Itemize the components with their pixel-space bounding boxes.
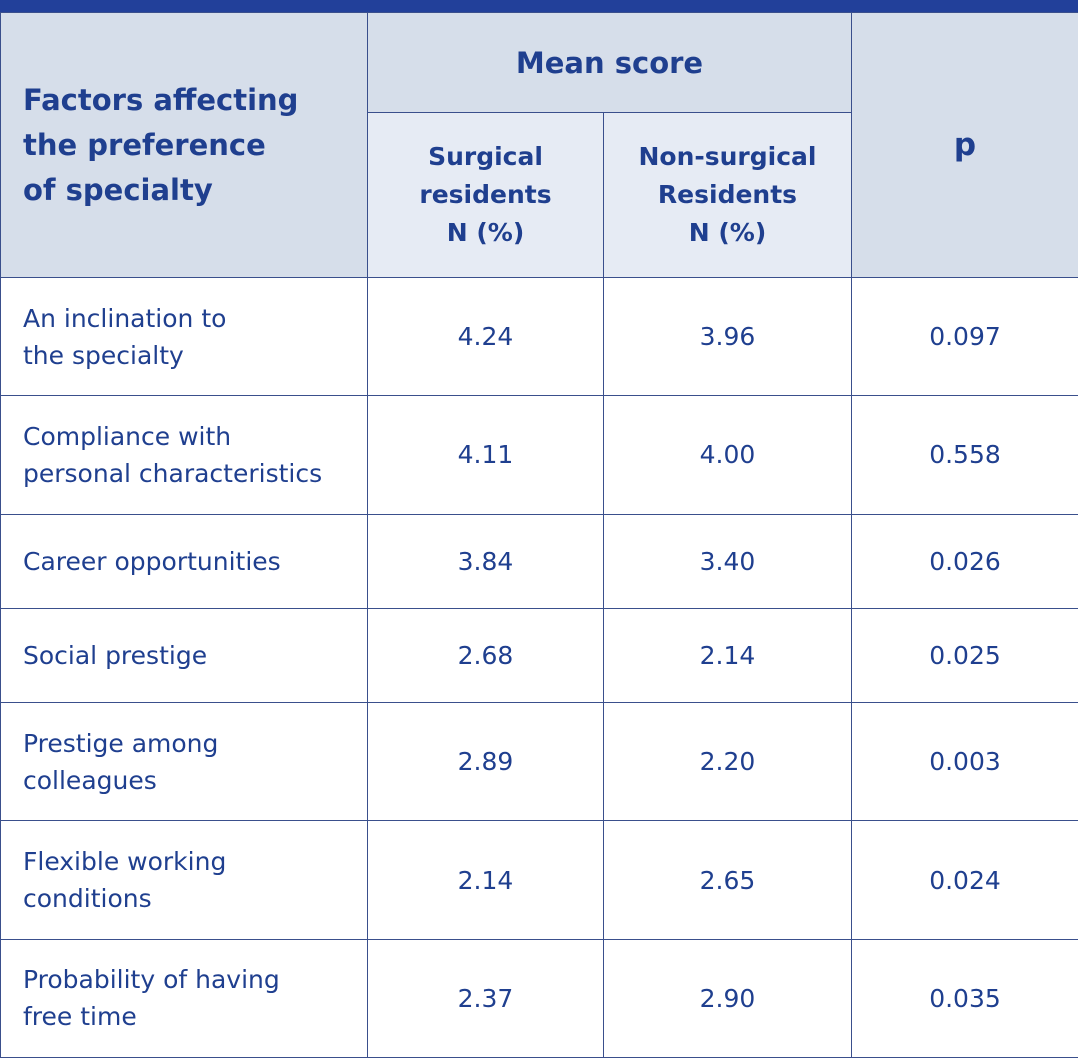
row-surgical: 2.37 [367, 938, 604, 1059]
header-p: p [851, 12, 1078, 278]
row-p: 0.003 [851, 702, 1078, 822]
row-surgical: 3.84 [367, 513, 604, 609]
row-factor: Probability of having free time [0, 938, 368, 1059]
table-row: Prestige among colleagues 2.89 2.20 0.00… [0, 702, 1078, 822]
row-nonsurgical: 2.90 [603, 938, 852, 1059]
table-body: An inclination to the specialty 4.24 3.9… [0, 276, 1078, 1059]
header-nonsurgical: Non-surgical Residents N (%) [603, 112, 852, 278]
row-factor: Flexible working conditions [0, 820, 368, 940]
table-row: Probability of having free time 2.37 2.9… [0, 938, 1078, 1059]
header-mean-score: Mean score [367, 12, 852, 113]
row-factor: Compliance with personal characteristics [0, 395, 368, 515]
row-nonsurgical: 4.00 [603, 395, 852, 515]
row-nonsurgical: 3.96 [603, 276, 852, 397]
top-accent-bar [0, 0, 1078, 12]
row-surgical: 2.89 [367, 702, 604, 822]
row-p: 0.024 [851, 820, 1078, 940]
row-surgical: 2.68 [367, 607, 604, 704]
row-factor: An inclination to the specialty [0, 276, 368, 397]
table-row: Social prestige 2.68 2.14 0.025 [0, 607, 1078, 704]
table-header: Factors affecting the preference of spec… [0, 12, 1078, 278]
row-p: 0.026 [851, 513, 1078, 609]
table-row: Flexible working conditions 2.14 2.65 0.… [0, 820, 1078, 940]
row-surgical: 4.24 [367, 276, 604, 397]
row-nonsurgical: 2.20 [603, 702, 852, 822]
row-surgical: 2.14 [367, 820, 604, 940]
row-nonsurgical: 2.65 [603, 820, 852, 940]
row-surgical: 4.11 [367, 395, 604, 515]
row-p: 0.097 [851, 276, 1078, 397]
table-row: Career opportunities 3.84 3.40 0.026 [0, 513, 1078, 609]
mean-score-table: Factors affecting the preference of spec… [0, 12, 1078, 1059]
table-row: An inclination to the specialty 4.24 3.9… [0, 276, 1078, 397]
row-factor: Career opportunities [0, 513, 368, 609]
row-nonsurgical: 3.40 [603, 513, 852, 609]
row-factor: Prestige among colleagues [0, 702, 368, 822]
row-p: 0.025 [851, 607, 1078, 704]
row-factor: Social prestige [0, 607, 368, 704]
row-p: 0.035 [851, 938, 1078, 1059]
row-p: 0.558 [851, 395, 1078, 515]
header-factor: Factors affecting the preference of spec… [0, 12, 368, 278]
table-row: Compliance with personal characteristics… [0, 395, 1078, 515]
row-nonsurgical: 2.14 [603, 607, 852, 704]
header-surgical: Surgical residents N (%) [367, 112, 604, 278]
